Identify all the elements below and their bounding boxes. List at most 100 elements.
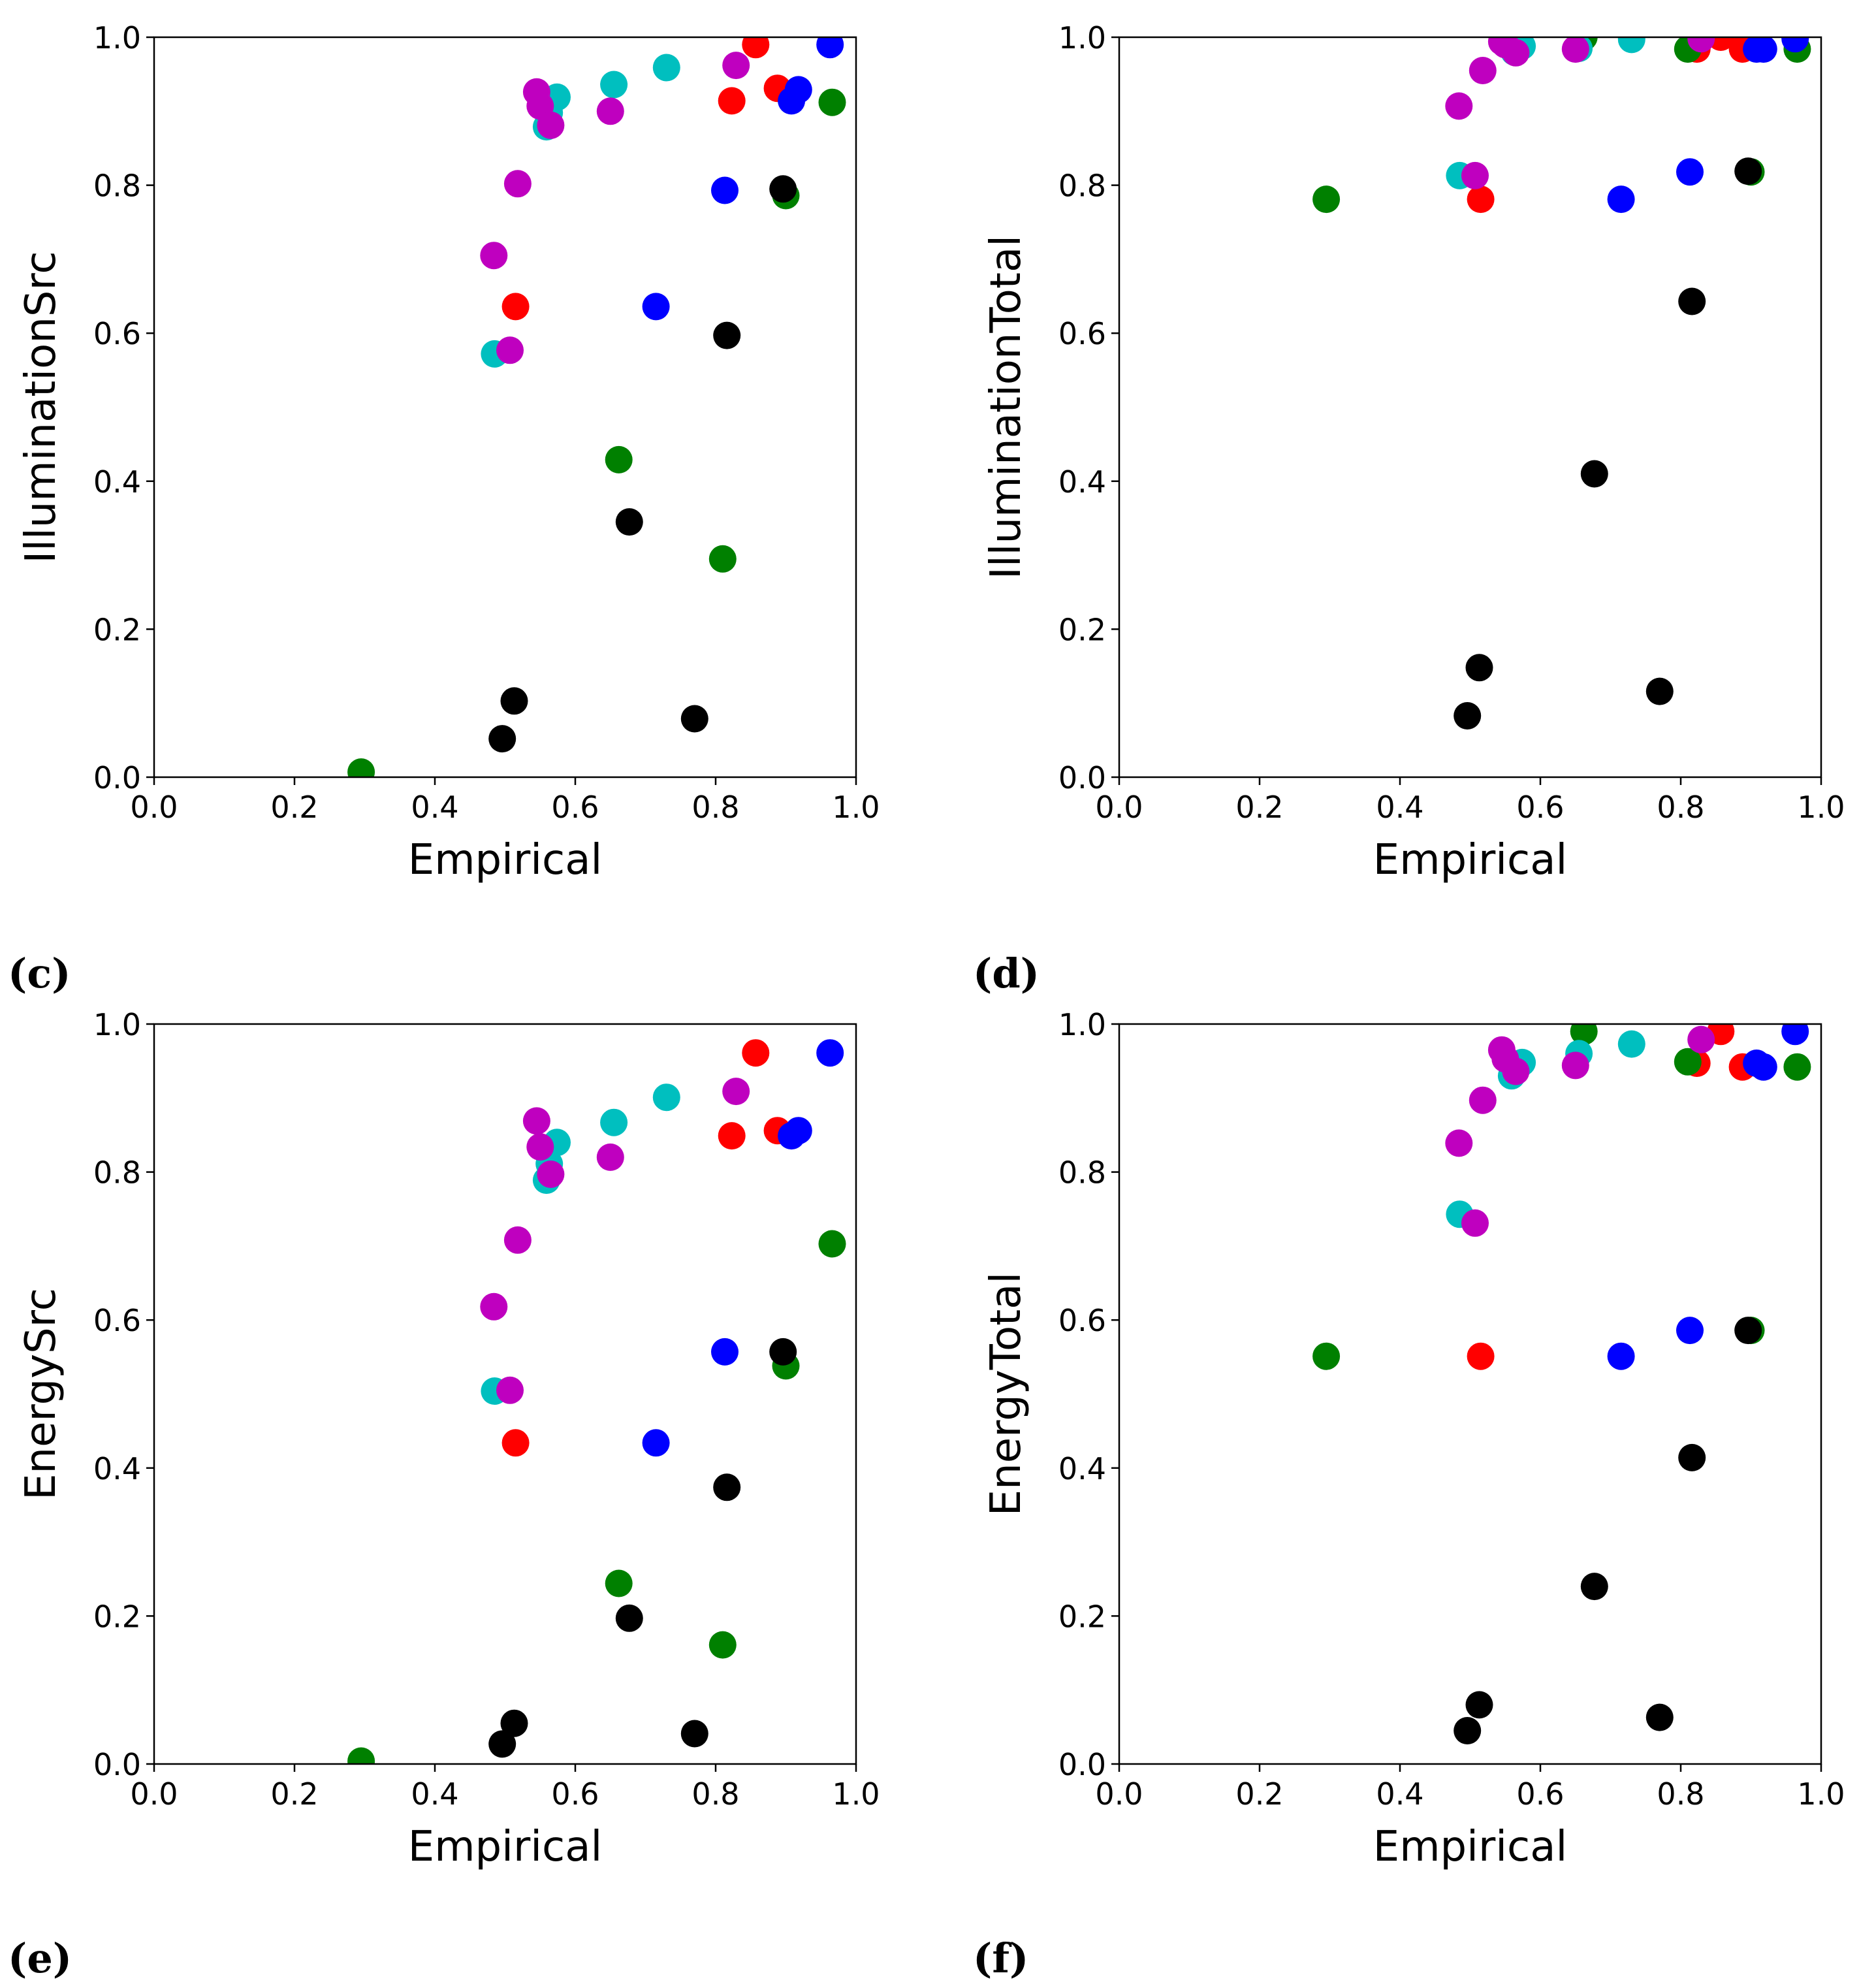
points-e bbox=[347, 1039, 846, 1764]
x-tick-label: 1.0 bbox=[1797, 790, 1845, 825]
point-green bbox=[347, 1747, 375, 1764]
point-magenta bbox=[496, 336, 524, 364]
point-black bbox=[1465, 654, 1493, 682]
x-tick-label: 0.0 bbox=[1095, 790, 1143, 825]
x-tick-label: 1.0 bbox=[832, 1776, 880, 1812]
x-tick-label: 1.0 bbox=[832, 790, 880, 825]
point-magenta bbox=[1469, 1086, 1497, 1114]
point-blue bbox=[711, 1338, 739, 1366]
y-tick-label: 0.4 bbox=[93, 1451, 141, 1486]
point-blue bbox=[1676, 158, 1704, 186]
point-blue bbox=[816, 37, 844, 59]
point-blue bbox=[1781, 1024, 1809, 1046]
point-blue bbox=[1607, 1342, 1635, 1370]
y-tick-label: 1.0 bbox=[93, 1007, 141, 1042]
point-cyan bbox=[600, 1108, 628, 1136]
point-cyan bbox=[1617, 1030, 1645, 1058]
point-black bbox=[1734, 157, 1762, 185]
point-blue bbox=[816, 1039, 844, 1067]
point-black bbox=[1645, 1703, 1674, 1731]
point-black bbox=[1465, 1691, 1493, 1719]
y-tick-label: 0.4 bbox=[1058, 464, 1106, 500]
y-axis-label: EnergySrc bbox=[17, 1288, 65, 1500]
point-magenta bbox=[526, 1133, 554, 1161]
point-green bbox=[708, 545, 737, 573]
point-red bbox=[501, 1429, 530, 1457]
point-black bbox=[1678, 287, 1706, 315]
point-blue bbox=[711, 176, 739, 204]
y-tick-label: 0.8 bbox=[93, 1155, 141, 1191]
point-black bbox=[615, 1604, 643, 1632]
x-tick-label: 0.4 bbox=[1376, 790, 1423, 825]
y-tick-label: 0.4 bbox=[1058, 1451, 1106, 1486]
y-tick-label: 0.0 bbox=[93, 1747, 141, 1782]
y-tick-label: 0.6 bbox=[1058, 316, 1106, 351]
point-magenta bbox=[1502, 39, 1530, 67]
point-green bbox=[347, 758, 375, 777]
point-magenta bbox=[1687, 1025, 1715, 1053]
point-blue bbox=[1607, 185, 1635, 214]
point-blue bbox=[1749, 1053, 1777, 1081]
panel-label: (f) bbox=[973, 1934, 1028, 1982]
point-magenta bbox=[480, 242, 508, 270]
y-axis-label: IlluminationTotal bbox=[982, 235, 1030, 579]
point-magenta bbox=[1561, 37, 1589, 63]
point-green bbox=[1312, 185, 1341, 214]
panel-label: (c) bbox=[8, 950, 71, 997]
point-black bbox=[713, 321, 741, 349]
y-tick-label: 0.2 bbox=[93, 612, 141, 647]
point-black bbox=[769, 175, 797, 203]
point-magenta bbox=[537, 111, 565, 139]
points-f bbox=[1312, 1024, 1811, 1744]
x-tick-label: 0.2 bbox=[270, 790, 318, 825]
point-magenta bbox=[1561, 1051, 1589, 1080]
point-green bbox=[1674, 1048, 1702, 1076]
y-tick-label: 0.2 bbox=[1058, 1599, 1106, 1634]
point-red bbox=[501, 293, 530, 321]
y-axis-label: EnergyTotal bbox=[982, 1272, 1030, 1516]
point-red bbox=[1467, 185, 1495, 214]
point-black bbox=[500, 1709, 528, 1737]
axes-frame bbox=[153, 1023, 857, 1765]
point-magenta bbox=[522, 1107, 550, 1135]
point-red bbox=[718, 1122, 746, 1150]
point-green bbox=[605, 445, 633, 473]
x-tick-label: 1.0 bbox=[1797, 1776, 1845, 1812]
axes-frame bbox=[1118, 36, 1822, 778]
point-magenta bbox=[503, 170, 532, 198]
point-magenta bbox=[1687, 37, 1715, 53]
point-blue bbox=[642, 293, 670, 321]
y-tick-label: 0.6 bbox=[1058, 1303, 1106, 1338]
point-magenta bbox=[1461, 1209, 1489, 1237]
axes-frame bbox=[153, 36, 857, 778]
chart-d: 0.0 0.2 0.4 0.6 0.8 1.0 0.0 0.2 0.4 0.6 0.8 1.0 Empi… bbox=[973, 20, 1845, 997]
x-tick-label: 0.6 bbox=[1516, 1776, 1564, 1812]
point-green bbox=[818, 1230, 846, 1258]
x-tick-label: 0.4 bbox=[411, 790, 458, 825]
x-tick-label: 0.8 bbox=[1657, 790, 1704, 825]
point-blue bbox=[642, 1429, 670, 1457]
point-black bbox=[713, 1473, 741, 1501]
point-cyan bbox=[652, 1083, 680, 1112]
point-blue bbox=[1749, 37, 1777, 63]
point-red bbox=[1467, 1342, 1495, 1370]
point-green bbox=[1312, 1342, 1341, 1370]
point-magenta bbox=[496, 1376, 524, 1404]
point-green bbox=[1570, 1024, 1598, 1046]
y-tick-label: 0.0 bbox=[1058, 1747, 1106, 1782]
y-tick-label: 0.6 bbox=[93, 316, 141, 351]
point-magenta bbox=[596, 97, 624, 125]
point-black bbox=[1678, 1443, 1706, 1471]
y-tick-label: 0.2 bbox=[1058, 612, 1106, 647]
point-magenta bbox=[480, 1292, 508, 1321]
x-tick-label: 0.8 bbox=[691, 790, 739, 825]
x-axis-label: Empirical bbox=[1373, 1823, 1567, 1871]
x-tick-label: 0.0 bbox=[130, 1776, 178, 1812]
point-blue bbox=[784, 1117, 812, 1145]
point-cyan bbox=[1617, 37, 1645, 54]
point-magenta bbox=[537, 1161, 565, 1188]
point-black bbox=[1734, 1317, 1762, 1345]
axes-frame bbox=[1118, 1023, 1822, 1765]
point-green bbox=[605, 1569, 633, 1597]
